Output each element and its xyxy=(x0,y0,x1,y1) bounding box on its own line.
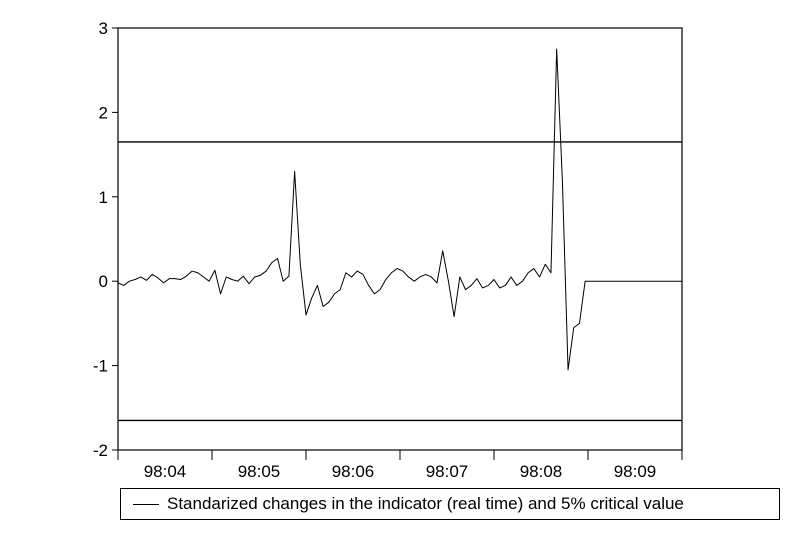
series-line xyxy=(117,48,682,371)
x-tick-label: 98:04 xyxy=(144,462,187,480)
x-tick-label: 98:08 xyxy=(520,462,563,480)
y-tick-label: 2 xyxy=(99,103,108,122)
x-tick-label: 98:06 xyxy=(332,462,375,480)
y-tick-label: -1 xyxy=(93,357,108,376)
plot-frame xyxy=(117,27,683,451)
y-tick-label: 3 xyxy=(99,19,108,38)
y-tick-label: 0 xyxy=(99,272,108,291)
x-tick-label: 98:09 xyxy=(614,462,657,480)
critical-value-lines xyxy=(118,141,682,422)
chart: 3 2 1 0 -1 -2 98:04 98:05 98:06 98:07 98:08 98:09 xyxy=(93,19,683,480)
legend: Standarized changes in the indicator (re… xyxy=(120,488,780,520)
x-axis: 98:04 98:05 98:06 98:07 98:08 98:09 xyxy=(117,450,683,480)
x-tick-label: 98:05 xyxy=(238,462,281,480)
y-tick-label: -2 xyxy=(93,441,108,460)
y-axis: 3 2 1 0 -1 -2 xyxy=(93,19,118,460)
legend-label: Standarized changes in the indicator (re… xyxy=(167,494,684,513)
legend-line-swatch xyxy=(133,503,159,505)
series-group xyxy=(117,48,682,371)
y-tick-label: 1 xyxy=(99,188,108,207)
x-tick-label: 98:07 xyxy=(426,462,469,480)
